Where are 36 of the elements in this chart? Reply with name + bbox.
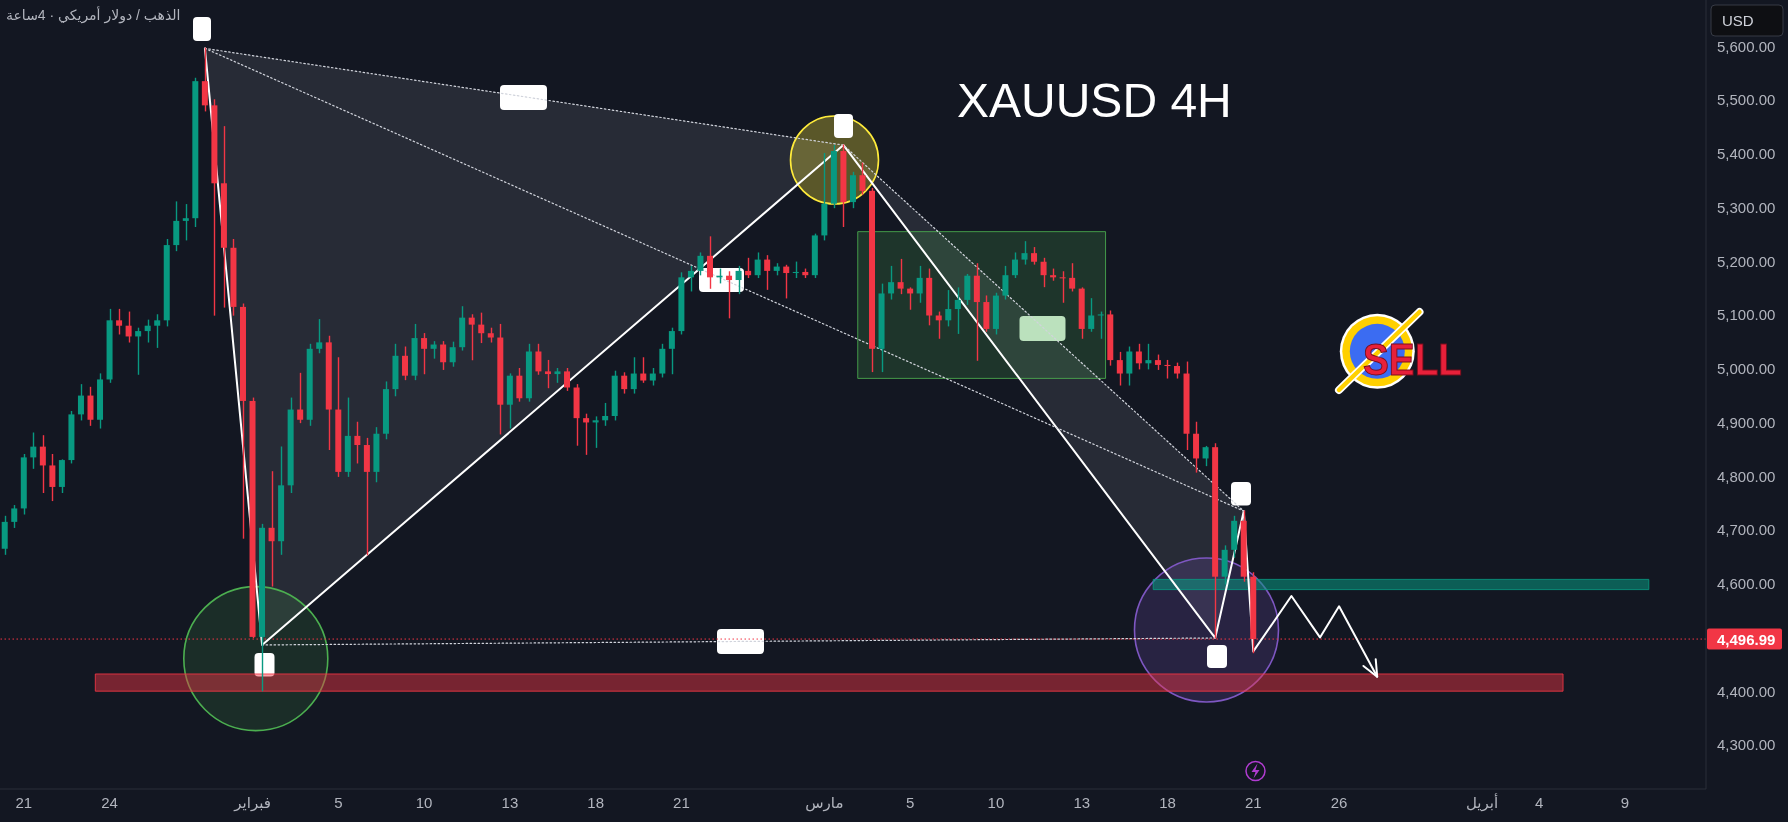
y-axis-title: USD — [1722, 12, 1754, 29]
x-tick-label: 13 — [501, 793, 519, 811]
x-tick-label: 18 — [587, 793, 605, 811]
y-tick-label: 4,700.00 — [1717, 521, 1776, 539]
y-tick-label: 5,100.00 — [1717, 306, 1776, 324]
y-tick-label: 5,400.00 — [1717, 145, 1776, 163]
x-tick-label: 18 — [1159, 793, 1176, 811]
y-tick-label: 4,300.00 — [1717, 736, 1776, 754]
x-tick-label: 26 — [1330, 793, 1348, 811]
y-tick-label: 5,600.00 — [1717, 37, 1776, 55]
y-tick-label: 4,800.00 — [1717, 467, 1776, 485]
y-tick-label: 5,300.00 — [1717, 198, 1776, 216]
y-tick-label: 5,500.00 — [1717, 91, 1776, 109]
x-tick-label: 21 — [673, 793, 690, 811]
x-tick-label: 10 — [987, 793, 1005, 811]
x-tick-label: أبريل — [1465, 792, 1499, 812]
text: XAUUSD 4H — [957, 74, 1232, 127]
y-tick-label: 5,200.00 — [1717, 252, 1776, 270]
x-tick-label: 21 — [15, 793, 33, 811]
x-tick-label: 24 — [101, 793, 118, 811]
x-tick-label: 5 — [334, 793, 343, 811]
x-tick-label: 10 — [415, 793, 433, 811]
x-tick-label: 21 — [1244, 793, 1262, 811]
x-tick-label: فبراير — [233, 793, 271, 812]
annotation: SELL — [1363, 335, 1476, 384]
y-tick-label: 4,900.00 — [1717, 413, 1776, 431]
x-tick-label: مارس — [805, 793, 844, 812]
x-tick-label: 4 — [1535, 793, 1544, 811]
y-tick-label: 4,600.00 — [1717, 575, 1776, 593]
x-tick-label: 13 — [1073, 793, 1091, 811]
x-tick-label: 9 — [1620, 793, 1630, 811]
y-tick-label: 4,400.00 — [1717, 682, 1776, 700]
x-tick-label: 5 — [906, 793, 915, 811]
ref-line-label: 4,496.99 — [1717, 630, 1776, 648]
text: الذهب / دولار أمريكي · 4ساعة — [6, 7, 181, 23]
y-tick-label: 5,000.00 — [1717, 360, 1776, 378]
